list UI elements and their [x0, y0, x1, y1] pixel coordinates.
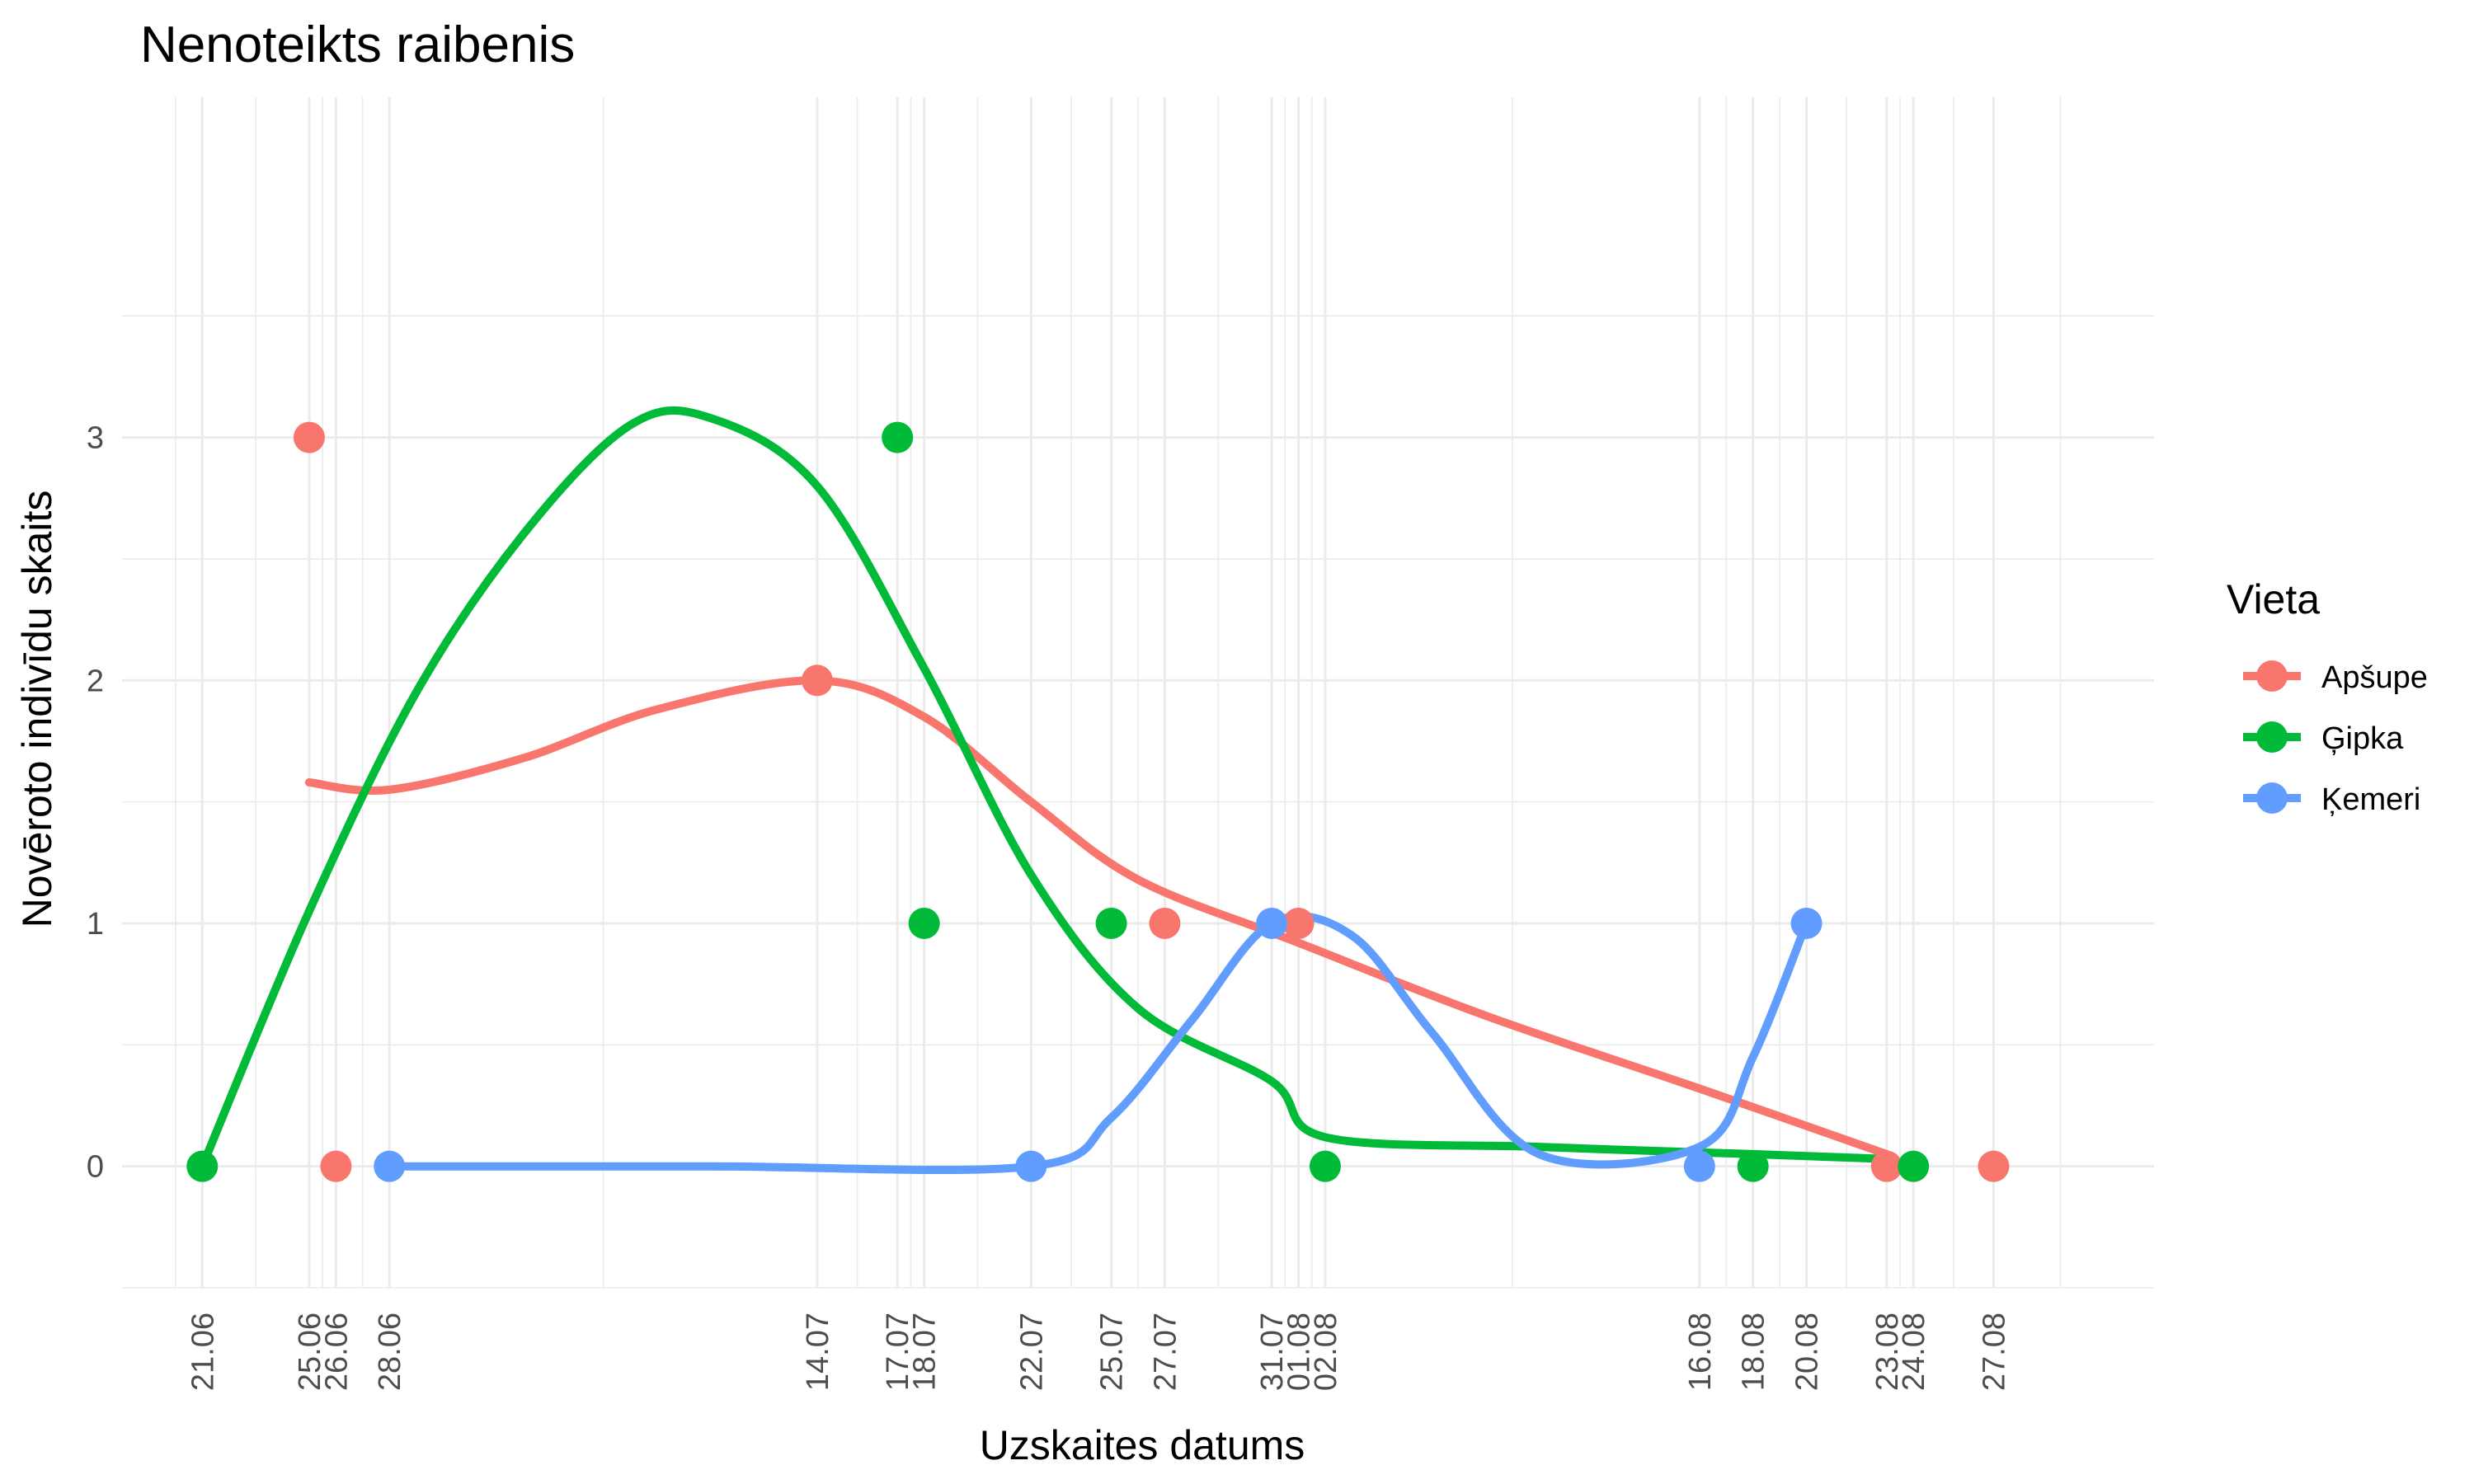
data-point — [1282, 907, 1315, 939]
x-tick-label: 14.07 — [801, 1313, 835, 1391]
data-point — [882, 421, 914, 453]
x-tick-label: 31.07 — [1255, 1313, 1290, 1391]
x-tick-label: 23.08 — [1870, 1313, 1905, 1391]
data-point — [1256, 907, 1288, 939]
data-point — [1015, 1150, 1047, 1182]
data-point — [186, 1150, 219, 1182]
data-point — [320, 1150, 352, 1182]
legend-key-point — [2256, 721, 2288, 753]
legend-title: Vieta — [2227, 576, 2320, 622]
x-tick-label: 27.08 — [1977, 1313, 2011, 1391]
x-tick-label: 16.08 — [1683, 1313, 1718, 1391]
x-tick-label: 25.06 — [293, 1313, 327, 1391]
smooth-line — [385, 912, 1811, 1175]
x-tick-label: 02.08 — [1309, 1313, 1343, 1391]
data-point — [374, 1150, 406, 1182]
data-point — [293, 421, 325, 453]
y-axis-title: Novēroto indivīdu skaits — [14, 491, 60, 928]
legend-label: Ķemeri — [2321, 782, 2420, 817]
y-tick-label: 3 — [87, 421, 104, 456]
x-tick-label: 26.06 — [319, 1313, 354, 1391]
x-tick-label: 18.08 — [1737, 1313, 1771, 1391]
x-tick-label: 21.06 — [186, 1313, 220, 1391]
data-point — [1095, 907, 1127, 939]
legend-key-point — [2256, 660, 2288, 692]
smooth-line — [304, 676, 1891, 1158]
x-axis-title: Uzskaites datums — [980, 1422, 1305, 1468]
grid — [122, 97, 2154, 1289]
x-tick-label: 22.07 — [1014, 1313, 1049, 1391]
y-tick-label: 2 — [87, 664, 104, 698]
data-point — [801, 665, 833, 697]
y-tick-label: 0 — [87, 1150, 104, 1185]
x-tick-label: 17.07 — [881, 1313, 915, 1391]
data-point — [1978, 1150, 2010, 1182]
legend-label: Apšupe — [2321, 660, 2428, 695]
legend-key-point — [2256, 782, 2288, 814]
x-tick-label: 24.08 — [1897, 1313, 1931, 1391]
series-layer — [186, 406, 2010, 1182]
y-tick-label: 1 — [87, 907, 104, 942]
chart-title: Nenoteikts raibenis — [140, 16, 575, 73]
x-tick-label: 18.07 — [908, 1313, 943, 1391]
smooth-line — [198, 406, 1891, 1171]
data-point — [1898, 1150, 1930, 1182]
data-point — [908, 907, 940, 939]
legend: Vieta Apšupe Ģipka Ķemeri — [2227, 576, 2428, 817]
x-tick-label: 25.07 — [1095, 1313, 1130, 1391]
legend-label: Ģipka — [2321, 721, 2404, 756]
data-point — [1149, 907, 1181, 939]
data-point — [1309, 1150, 1341, 1182]
data-point — [1683, 1150, 1715, 1182]
y-axis-ticks: 0 1 2 3 — [87, 421, 104, 1185]
x-tick-label: 01.08 — [1282, 1313, 1317, 1391]
data-point — [1737, 1150, 1769, 1182]
x-tick-label: 20.08 — [1790, 1313, 1825, 1391]
data-point — [1790, 907, 1823, 939]
x-tick-label: 27.07 — [1148, 1313, 1183, 1391]
data-point — [1870, 1150, 1903, 1182]
x-tick-label: 28.06 — [373, 1313, 407, 1391]
